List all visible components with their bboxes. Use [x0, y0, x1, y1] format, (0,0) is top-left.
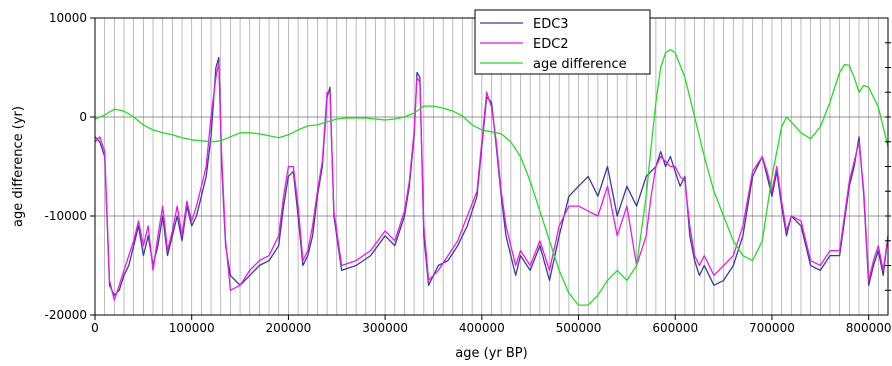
x-tick-label: 300000 [362, 321, 408, 335]
x-tick-label: 400000 [459, 321, 505, 335]
grid [95, 18, 888, 315]
legend: EDC3 EDC2 age difference [474, 9, 651, 75]
x-tick-label: 100000 [169, 321, 215, 335]
x-tick-label: 200000 [266, 321, 312, 335]
y-tick-label: 10000 [49, 11, 87, 25]
legend-label-age-difference: age difference [533, 57, 627, 72]
x-axis-title: age (yr BP) [455, 346, 527, 361]
series-line-edc3 [94, 56, 889, 296]
series-line-edc2 [94, 61, 889, 301]
legend-label-edc3: EDC3 [533, 17, 569, 32]
x-tick-label: 500000 [556, 321, 602, 335]
series-lines [94, 49, 889, 306]
legend-label-edc2: EDC2 [533, 37, 569, 52]
y-axis-title: age difference (yr) [11, 106, 26, 227]
x-tick-label: 800000 [846, 321, 892, 335]
y-tick-label: 0 [79, 110, 87, 124]
x-tick-label: 0 [91, 321, 99, 335]
x-tick-label: 700000 [749, 321, 795, 335]
axis-ticks: 0 100000 200000 300000 400000 500000 600000 700… [44, 11, 891, 335]
y-tick-label: -10000 [44, 209, 87, 223]
x-tick-label: 600000 [652, 321, 698, 335]
series-line-age-difference [94, 49, 889, 306]
y-tick-label: -20000 [44, 308, 87, 322]
